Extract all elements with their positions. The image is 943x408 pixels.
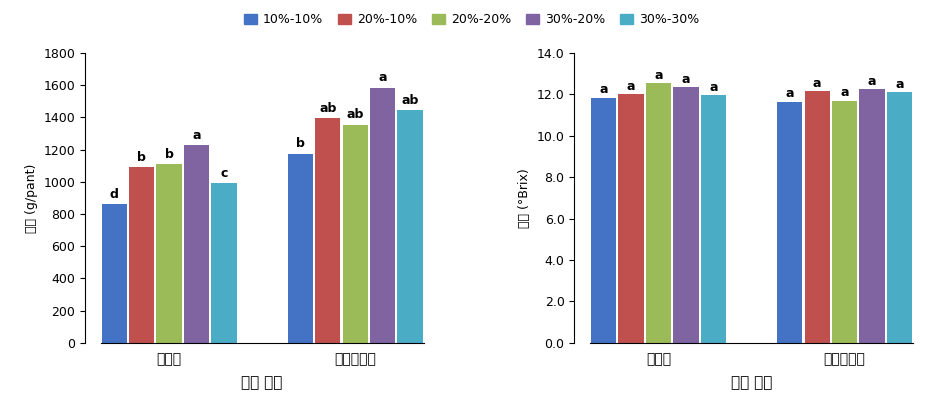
Text: a: a (786, 87, 794, 100)
Text: a: a (378, 71, 387, 84)
Bar (804, 91, 830, 343)
Text: a: a (192, 129, 201, 142)
Bar (211, 184, 237, 343)
Bar (370, 88, 395, 343)
Text: ab: ab (346, 109, 364, 122)
Bar (129, 167, 155, 343)
Text: a: a (627, 80, 636, 93)
Bar (315, 118, 340, 343)
Bar (157, 164, 182, 343)
Text: a: a (682, 73, 690, 86)
Bar (102, 204, 127, 343)
Bar (288, 154, 313, 343)
Y-axis label: 당도 (°Brix): 당도 (°Brix) (518, 168, 531, 228)
Bar (619, 94, 644, 343)
Bar (398, 110, 422, 343)
Bar (701, 95, 726, 343)
Text: ab: ab (319, 102, 337, 115)
Y-axis label: 과중 (g/pant): 과중 (g/pant) (25, 163, 38, 233)
Text: a: a (868, 75, 876, 88)
Bar (886, 92, 912, 343)
Text: a: a (600, 83, 608, 96)
X-axis label: 당도 비교: 당도 비교 (731, 375, 772, 390)
Text: a: a (654, 69, 663, 82)
Bar (184, 145, 209, 343)
Bar (646, 83, 671, 343)
X-axis label: 과중 비교: 과중 비교 (241, 375, 283, 390)
Text: c: c (221, 167, 227, 180)
Bar (832, 101, 857, 343)
Text: a: a (813, 77, 821, 90)
Text: b: b (296, 137, 305, 151)
Text: a: a (840, 86, 849, 99)
Text: ab: ab (402, 94, 419, 107)
Bar (859, 89, 885, 343)
Bar (673, 87, 699, 343)
Legend: 10%-10%, 20%-10%, 20%-20%, 30%-20%, 30%-30%: 10%-10%, 20%-10%, 20%-20%, 30%-20%, 30%-… (239, 8, 704, 31)
Text: a: a (709, 81, 718, 94)
Bar (342, 125, 368, 343)
Text: a: a (895, 78, 903, 91)
Text: d: d (109, 188, 119, 201)
Text: b: b (138, 151, 146, 164)
Bar (591, 98, 616, 343)
Text: b: b (165, 148, 174, 161)
Bar (777, 102, 802, 343)
